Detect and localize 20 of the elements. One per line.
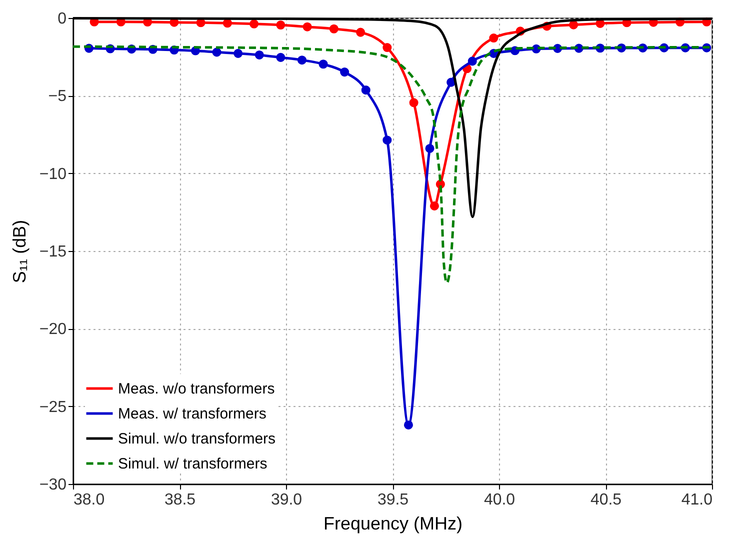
y-tick-label: −5 — [48, 88, 67, 106]
y-tick-label: −25 — [39, 398, 67, 416]
x-tick-label: 41.0 — [681, 492, 713, 508]
legend-label: Simul. w/o transformers — [118, 430, 276, 448]
legend-label: Simul. w/ transformers — [118, 456, 268, 472]
y-tick-label: −30 — [39, 476, 67, 494]
legend-label: Meas. w/o transformers — [118, 380, 275, 398]
y-tick-label: 0 — [58, 10, 67, 28]
x-axis-title: Frequency (MHz) — [323, 514, 463, 534]
x-tick-label: 40.5 — [590, 492, 622, 508]
legend-label: Meas. w/ transformers — [118, 406, 266, 422]
x-tick-label: 38.0 — [74, 492, 105, 508]
y-tick-label: −15 — [39, 244, 67, 260]
y-tick-label: −20 — [39, 321, 67, 338]
y-axis-title: S₁₁ (dB) — [9, 220, 30, 284]
x-tick-label: 40.0 — [484, 492, 516, 508]
x-tick-label: 38.5 — [164, 492, 196, 508]
y-tick-label: −10 — [39, 166, 67, 183]
x-tick-label: 39.0 — [270, 492, 302, 508]
x-tick-label: 39.5 — [377, 492, 409, 508]
